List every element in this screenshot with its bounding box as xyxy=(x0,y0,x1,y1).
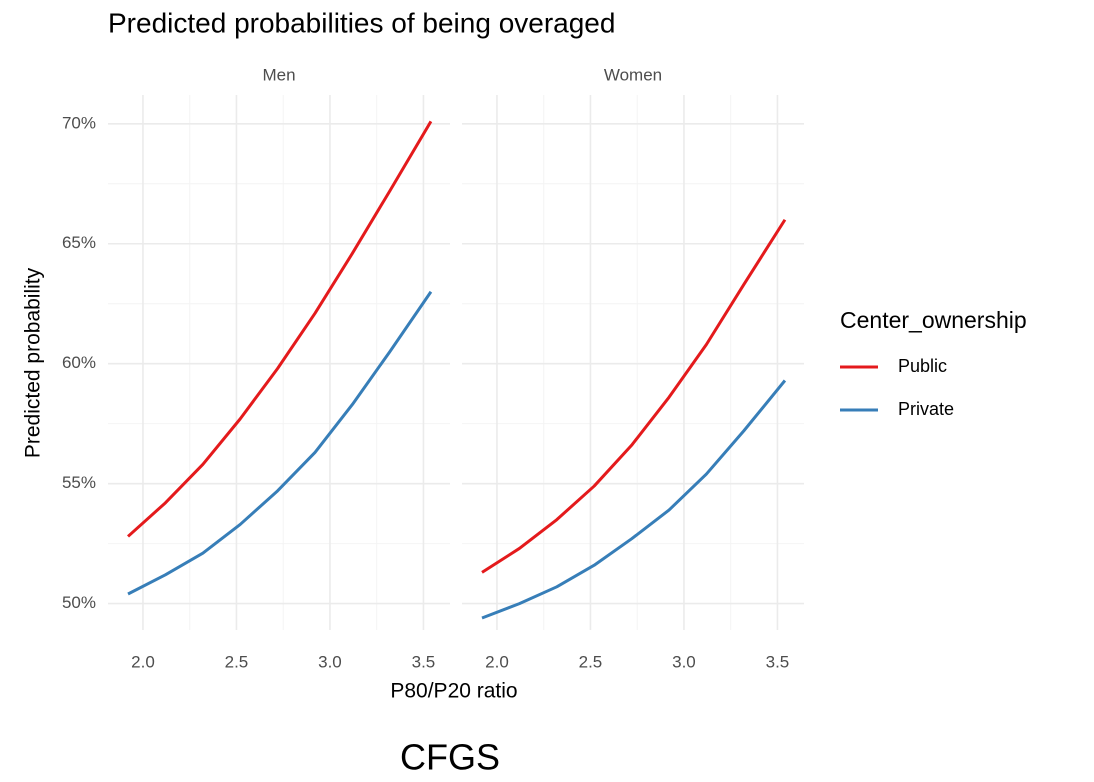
line xyxy=(127,120,433,538)
x-tick-label: 2.5 xyxy=(579,652,603,671)
legend-label: Private xyxy=(898,399,954,419)
y-tick-label: 55% xyxy=(62,473,96,492)
x-tick-label: 3.0 xyxy=(318,652,342,671)
legend-title: Center_ownership xyxy=(840,307,1027,333)
y-tick-label: 65% xyxy=(62,233,96,252)
facet-label: Men xyxy=(262,65,295,84)
x-tick-label: 3.0 xyxy=(672,652,696,671)
x-tick-label: 3.5 xyxy=(766,652,790,671)
y-axis-label: Predicted probability xyxy=(22,267,45,458)
y-tick-label: 70% xyxy=(62,113,96,132)
caption: CFGS xyxy=(400,737,500,778)
x-tick-label: 2.0 xyxy=(131,652,155,671)
line xyxy=(481,218,787,574)
y-tick-label: 60% xyxy=(62,353,96,372)
legend-label: Public xyxy=(898,356,947,376)
x-axis-label: P80/P20 ratio xyxy=(390,680,517,703)
x-tick-label: 2.0 xyxy=(485,652,509,671)
line xyxy=(127,290,433,596)
x-tick-label: 3.5 xyxy=(412,652,436,671)
y-tick-label: 50% xyxy=(62,593,96,612)
facet-label: Women xyxy=(604,65,662,84)
chart-title: Predicted probabilities of being overage… xyxy=(108,7,615,38)
x-tick-label: 2.5 xyxy=(225,652,249,671)
line xyxy=(481,379,787,620)
